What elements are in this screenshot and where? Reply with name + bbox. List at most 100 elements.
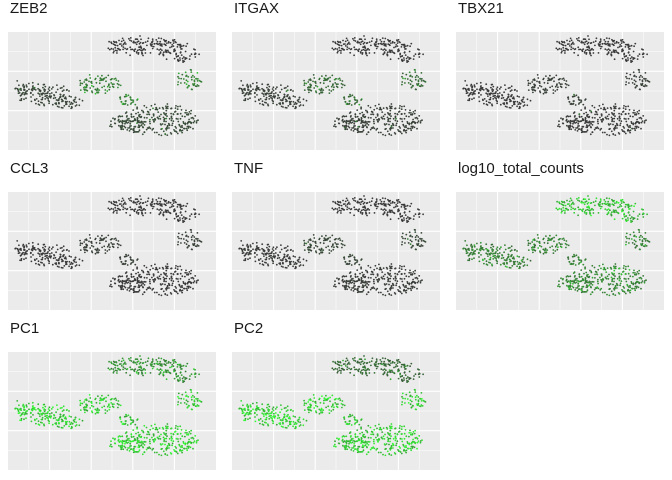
scatter-plot-zeb2 bbox=[8, 32, 216, 150]
cell-point bbox=[605, 37, 608, 39]
cell-point bbox=[55, 263, 58, 266]
cell-point bbox=[320, 87, 323, 90]
cell-point bbox=[495, 259, 498, 262]
cell-point bbox=[257, 88, 260, 91]
cell-point bbox=[408, 50, 411, 53]
cell-point bbox=[574, 129, 577, 131]
cell-point bbox=[336, 117, 338, 120]
cell-point bbox=[197, 85, 200, 87]
cell-point bbox=[136, 259, 139, 261]
cell-point bbox=[180, 77, 183, 80]
cell-point bbox=[328, 92, 331, 94]
cell-point bbox=[38, 93, 41, 95]
cell-point bbox=[329, 236, 331, 239]
cell-point bbox=[134, 131, 136, 133]
cell-point bbox=[341, 246, 343, 249]
cell-point bbox=[410, 272, 412, 274]
cell-point bbox=[618, 133, 621, 135]
cell-point bbox=[249, 244, 252, 246]
cell-point bbox=[120, 40, 123, 43]
cell-point bbox=[424, 81, 427, 83]
cell-point bbox=[619, 117, 621, 120]
cell-point bbox=[196, 244, 199, 246]
cell-point bbox=[388, 293, 391, 295]
cell-point bbox=[286, 94, 289, 97]
cell-point bbox=[163, 198, 165, 201]
cell-point bbox=[22, 83, 25, 86]
cell-point bbox=[331, 47, 334, 50]
cell-point bbox=[308, 86, 310, 88]
cell-point bbox=[353, 39, 355, 42]
cell-point bbox=[337, 238, 340, 240]
cell-point bbox=[74, 265, 77, 267]
cell-point bbox=[92, 245, 95, 248]
cell-point bbox=[179, 289, 181, 292]
cell-point bbox=[175, 41, 177, 44]
cell-point bbox=[584, 209, 587, 212]
cell-point bbox=[141, 202, 144, 205]
cell-point bbox=[411, 75, 414, 78]
cell-point bbox=[194, 52, 197, 55]
cell-point bbox=[315, 90, 317, 93]
cell-point bbox=[349, 100, 351, 102]
cell-point bbox=[149, 43, 152, 45]
cell-point bbox=[621, 129, 623, 131]
cell-point bbox=[401, 232, 404, 235]
cell-point bbox=[129, 39, 131, 42]
cell-point bbox=[404, 208, 406, 210]
cell-point bbox=[287, 257, 290, 260]
cell-point bbox=[136, 116, 139, 119]
cell-point bbox=[138, 289, 141, 292]
cell-point bbox=[350, 289, 353, 291]
cell-point bbox=[403, 51, 406, 54]
cell-point bbox=[155, 106, 158, 109]
cell-point bbox=[397, 289, 399, 291]
cell-point bbox=[144, 209, 147, 211]
cell-point bbox=[600, 114, 603, 117]
cell-point bbox=[26, 250, 29, 252]
cell-point bbox=[648, 81, 651, 83]
cell-point bbox=[344, 128, 347, 131]
cell-point bbox=[381, 277, 384, 280]
cell-point bbox=[19, 259, 21, 262]
cell-point bbox=[23, 87, 25, 89]
cell-point bbox=[638, 71, 641, 73]
cell-point bbox=[606, 213, 609, 216]
cell-point bbox=[414, 121, 417, 124]
cell-point bbox=[107, 234, 110, 237]
cell-point bbox=[495, 97, 498, 100]
cell-point bbox=[79, 249, 82, 251]
cell-point bbox=[410, 80, 413, 83]
cell-point bbox=[81, 99, 84, 102]
cell-point bbox=[365, 126, 368, 128]
cell-point bbox=[177, 203, 180, 206]
cell-point bbox=[366, 214, 368, 217]
cell-point bbox=[348, 126, 351, 129]
cell-point bbox=[188, 118, 191, 121]
cell-point bbox=[55, 259, 58, 261]
cell-point bbox=[72, 99, 75, 102]
cell-point bbox=[43, 103, 45, 106]
cell-point bbox=[268, 98, 271, 100]
cell-point bbox=[334, 283, 336, 286]
cell-point bbox=[640, 83, 642, 85]
cell-point bbox=[71, 102, 74, 105]
cell-point bbox=[134, 48, 137, 50]
cell-point bbox=[420, 232, 423, 234]
cell-point bbox=[621, 50, 623, 53]
cell-point bbox=[166, 127, 169, 130]
cell-point bbox=[62, 89, 65, 91]
cell-point bbox=[595, 197, 598, 200]
cell-point bbox=[630, 219, 632, 222]
scatter-plot-tbx21 bbox=[456, 32, 664, 150]
cell-point bbox=[316, 85, 319, 88]
cell-point bbox=[186, 289, 189, 292]
cell-point bbox=[110, 78, 113, 81]
cell-point bbox=[303, 244, 306, 246]
cell-point bbox=[259, 258, 262, 260]
cell-point bbox=[518, 101, 521, 104]
cell-point bbox=[476, 248, 478, 251]
cell-point bbox=[629, 217, 632, 220]
cell-point bbox=[190, 238, 193, 241]
cell-point bbox=[586, 208, 589, 211]
